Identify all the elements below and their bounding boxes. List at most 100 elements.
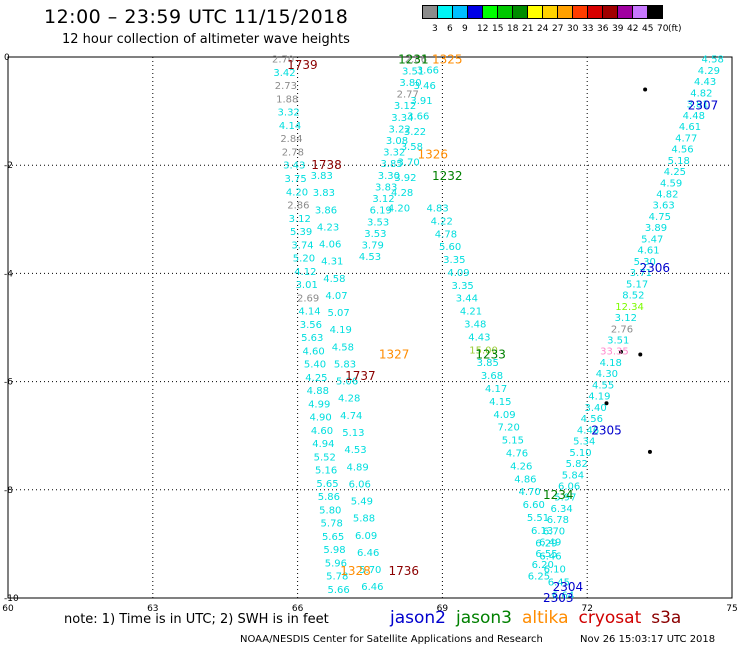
- wave-height-value: 4.88: [307, 386, 329, 397]
- scale-label: 6: [447, 24, 453, 34]
- wave-height-value: 3.32: [383, 148, 405, 159]
- wave-height-value: 6.49: [539, 538, 561, 549]
- wave-height-value: 6.29: [535, 539, 557, 550]
- legend-entry: s3a: [651, 608, 682, 628]
- pass-time-label: 1737: [345, 369, 376, 383]
- wave-height-value: 6.25: [528, 571, 550, 582]
- wave-height-value: 3.40: [584, 403, 606, 414]
- pass-time-label: 1234: [543, 488, 574, 502]
- wave-height-value: 3.12: [372, 194, 394, 205]
- wave-height-value: 4.14: [298, 307, 320, 318]
- wave-height-value: 3.85: [380, 159, 402, 170]
- wave-height-value: 3.46: [414, 81, 436, 92]
- wave-height-value: 3.79: [362, 241, 384, 252]
- wave-height-value: 6.46: [539, 552, 561, 563]
- pass-time-label: 2303: [543, 591, 574, 605]
- wave-height-value: 4.19: [588, 392, 610, 403]
- wave-height-value: 5.18: [668, 156, 690, 167]
- wave-height-value: 2.78: [282, 147, 304, 158]
- wave-height-value: 6.60: [523, 500, 545, 511]
- wave-height-value: 3.85: [477, 358, 499, 369]
- wave-height-value: 33.35: [600, 347, 629, 358]
- wave-height-value: 2.84: [280, 134, 302, 145]
- wave-height-value: 3.08: [386, 136, 408, 147]
- pass-time-label: 1325: [432, 53, 463, 67]
- island-marker: [638, 352, 643, 357]
- color-scale: 3 6 9 12 15 18 21 24 27 30 33 36 39 42 45 70 (ft): [422, 5, 682, 38]
- lon-tick-label: 60: [2, 604, 14, 614]
- lat-tick-label: -6: [4, 378, 13, 388]
- wave-height-value: 5.80: [319, 505, 341, 516]
- wave-height-value: 2.70: [272, 55, 294, 66]
- wave-height-value: 5.97: [554, 493, 576, 504]
- wave-height-value: 3.35: [452, 281, 474, 292]
- wave-height-value: 3.22: [389, 124, 411, 135]
- scale-label: 18: [507, 24, 519, 34]
- pass-time-label: 1233: [475, 348, 506, 362]
- wave-height-value: 3.51: [402, 66, 424, 77]
- scale-label: 70: [657, 24, 669, 34]
- wave-height-value: 4.86: [514, 474, 536, 485]
- wave-height-value: 5.10: [569, 448, 591, 459]
- scale-label: 45: [642, 24, 654, 34]
- lat-tick-label: -2: [4, 161, 13, 171]
- legend-entry: jason2: [390, 608, 446, 628]
- wave-height-value: 5.20: [293, 254, 315, 265]
- wave-height-value: 4.94: [312, 439, 334, 450]
- wave-height-value: 6.10: [544, 565, 566, 576]
- wave-height-value: 6.70: [543, 526, 565, 537]
- wave-height-value: 5.07: [327, 308, 349, 319]
- wave-height-value: 4.76: [506, 448, 528, 459]
- lat-tick-label: -10: [4, 594, 19, 604]
- pass-time-label: 1327: [379, 348, 410, 362]
- wave-height-value: 3.75: [284, 174, 306, 185]
- wave-height-value: 5.83: [334, 359, 356, 370]
- wave-height-value: 5.17: [626, 279, 648, 290]
- wave-height-value: 5.60: [439, 242, 461, 253]
- wave-height-value: 12.34: [615, 302, 644, 313]
- wave-height-value: 5.96: [325, 558, 347, 569]
- wave-height-value: 6.06: [558, 482, 580, 493]
- lat-tick-label: 0: [4, 53, 10, 63]
- wave-height-value: 4.75: [649, 212, 671, 223]
- wave-height-value: 5.88: [353, 514, 375, 525]
- footnote: note: 1) Time is in UTC; 2) SWH is in fe…: [64, 612, 329, 627]
- wave-height-value: 3.34: [391, 113, 413, 124]
- wave-height-value: 4.43: [694, 77, 716, 88]
- wave-height-value: 4.61: [637, 246, 659, 257]
- wave-height-value: 6.06: [349, 479, 371, 490]
- wave-height-value: 6.64: [552, 590, 574, 601]
- wave-height-value: 3.56: [300, 320, 322, 331]
- wave-height-value: 6.34: [550, 504, 572, 515]
- wave-height-value: 4.43: [468, 332, 490, 343]
- timestamp: Nov 26 15:03:17 UTC 2018: [580, 634, 716, 645]
- scale-label: 15: [492, 24, 504, 34]
- pass-time-label: 1231: [398, 53, 429, 67]
- wave-height-value: 2.73: [275, 81, 297, 92]
- wave-height-value: 4.15: [489, 397, 511, 408]
- wave-height-value: 4.20: [388, 203, 410, 214]
- pass-time-label: 1328: [340, 564, 371, 578]
- map-frame: [7, 56, 733, 599]
- wave-height-value: 5.52: [314, 452, 336, 463]
- map-title: 12:00 – 23:59 UTC 11/15/2018: [44, 6, 349, 28]
- wave-height-value: 3.53: [367, 217, 389, 228]
- wave-height-value: 4.29: [698, 66, 720, 77]
- wave-height-value: 4.78: [435, 229, 457, 240]
- wave-height-value: 3.68: [481, 371, 503, 382]
- island-marker: [647, 449, 652, 454]
- pass-time-label: 2307: [688, 99, 719, 113]
- wave-height-value: 3.01: [296, 280, 318, 291]
- wave-height-value: 4.53: [344, 445, 366, 456]
- pass-time-label: 1738: [311, 158, 342, 172]
- lon-tick-label: 66: [292, 604, 304, 614]
- wave-height-value: 4.61: [679, 122, 701, 133]
- lon-tick-label: 63: [147, 604, 158, 614]
- scale-label: 3: [432, 24, 438, 34]
- wave-height-value: 5.13: [342, 428, 364, 439]
- wave-height-value: 2.77: [397, 90, 419, 101]
- wave-height-value: 3.92: [394, 173, 416, 184]
- wave-height-value: 4.83: [426, 203, 448, 214]
- wave-height-value: 3.83: [375, 182, 397, 193]
- wave-height-value: 3.48: [464, 320, 486, 331]
